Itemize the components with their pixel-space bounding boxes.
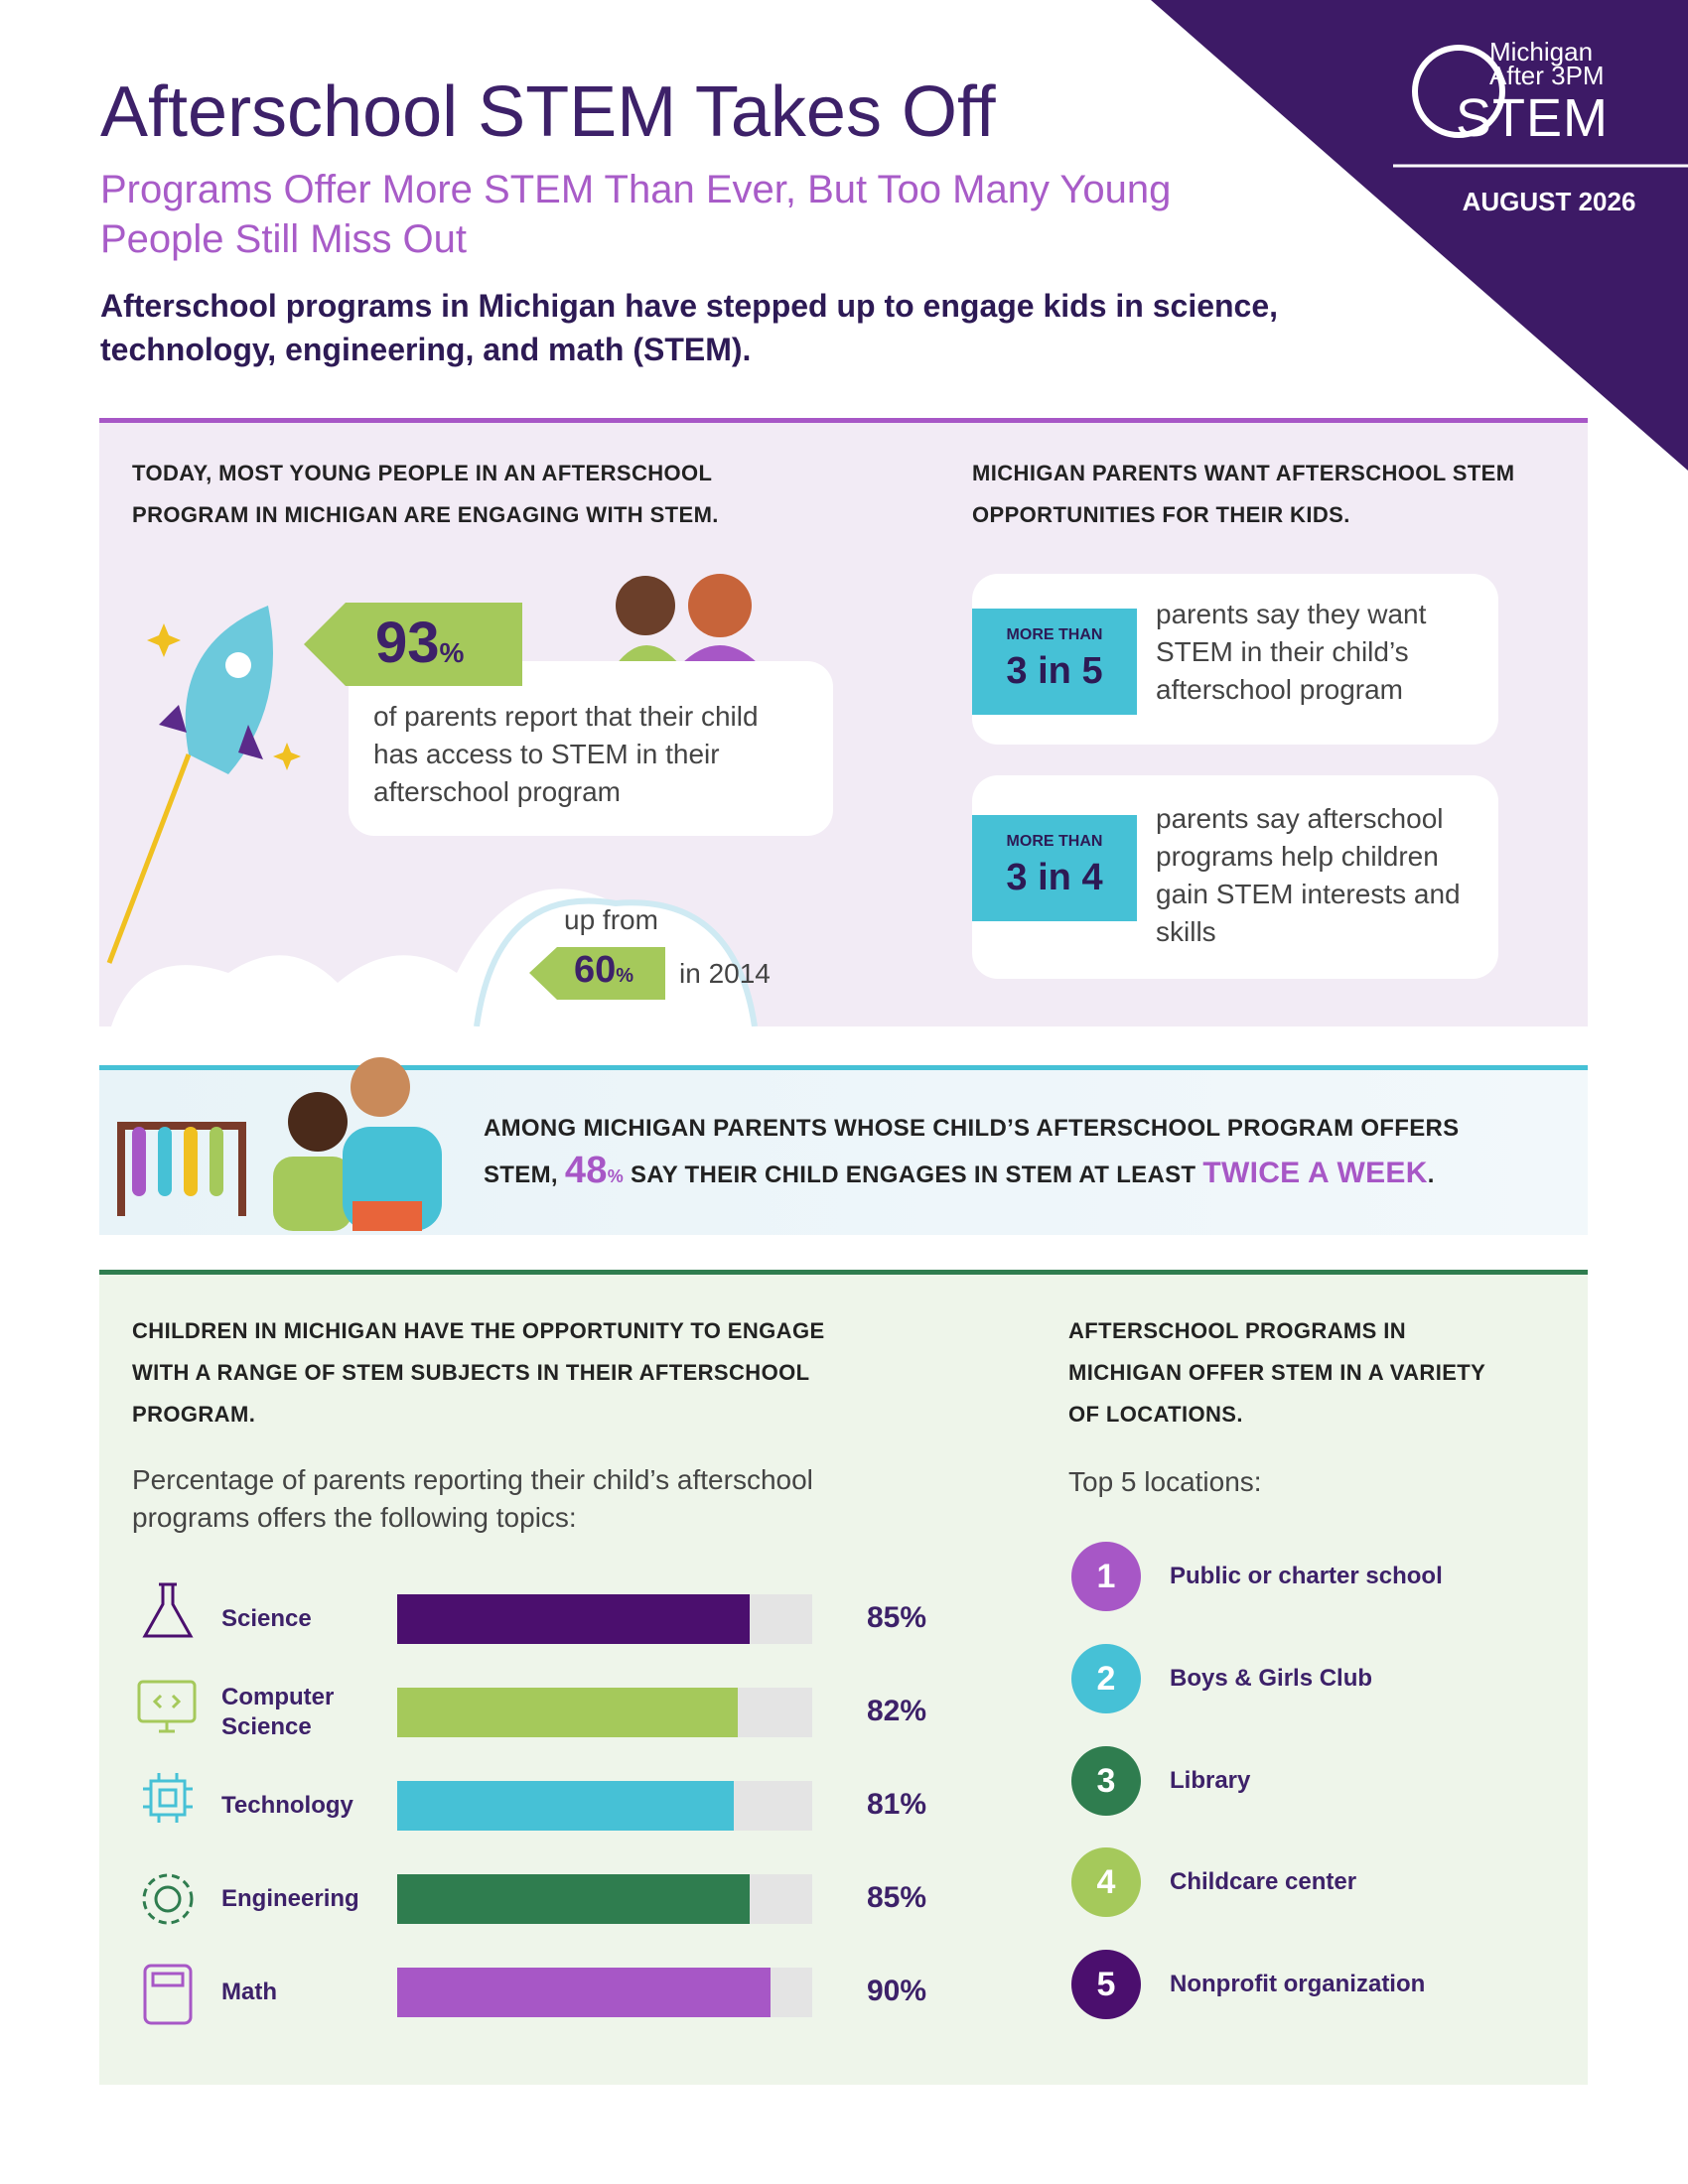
location-number: 2 bbox=[1071, 1643, 1141, 1713]
logo-line: Michigan bbox=[1489, 37, 1594, 67]
ratio-text: parents say they want STEM in their chil… bbox=[1156, 599, 1427, 705]
location-number: 3 bbox=[1071, 1745, 1141, 1816]
qualifier: MORE THAN bbox=[1006, 626, 1103, 643]
bar bbox=[397, 1594, 751, 1644]
section-heading: AFTERSCHOOL PROGRAMS IN MICHIGAN OFFER S… bbox=[1068, 1318, 1485, 1427]
stat: 93% bbox=[375, 610, 464, 676]
section-heading: CHILDREN IN MICHIGAN HAVE THE OPPORTUNIT… bbox=[132, 1318, 825, 1427]
value-label: 82% bbox=[866, 1695, 926, 1727]
subtitle: Programs Offer More STEM Than Ever, But … bbox=[100, 168, 1172, 261]
corner-banner bbox=[1151, 0, 1688, 471]
stat-number: 93 bbox=[375, 611, 440, 675]
banner-unit: % bbox=[607, 1166, 624, 1186]
banner-stat: 48 bbox=[564, 1150, 608, 1191]
subject-label: Computer Science bbox=[221, 1684, 335, 1740]
prior-prefix: up from bbox=[564, 904, 658, 935]
location-label: Library bbox=[1170, 1766, 1251, 1794]
banner-part: AMONG MICHIGAN PARENTS WHOSE CHILD’S AFT… bbox=[484, 1115, 1460, 1188]
intro: Afterschool programs in Michigan have st… bbox=[100, 288, 1279, 367]
logo-line: After 3PM bbox=[1489, 61, 1605, 90]
banner-illustration bbox=[117, 1057, 442, 1231]
value-label: 81% bbox=[866, 1788, 926, 1821]
date: AUGUST 2026 bbox=[1462, 187, 1636, 216]
ratio-box: MORE THAN 3 in 4 bbox=[972, 815, 1137, 921]
location-label: Boys & Girls Club bbox=[1170, 1664, 1373, 1692]
subjects-section bbox=[99, 1270, 1588, 2085]
tag-shape bbox=[304, 603, 522, 686]
stat-card bbox=[349, 661, 833, 836]
qualifier: MORE THAN bbox=[1006, 833, 1103, 850]
prior-suffix: in 2014 bbox=[679, 958, 771, 989]
value-label: 90% bbox=[866, 1975, 926, 2007]
banner-part: SAY THEIR CHILD ENGAGES IN STEM AT LEAST bbox=[630, 1161, 1196, 1188]
section-heading: MICHIGAN PARENTS WANT AFTERSCHOOL STEM O… bbox=[972, 461, 1515, 527]
prior-stat: 60% bbox=[574, 949, 633, 992]
ratio: 3 in 4 bbox=[1006, 857, 1103, 898]
ratio: 3 in 5 bbox=[1006, 650, 1103, 692]
logo-text: Michigan After 3PM bbox=[1489, 37, 1605, 90]
subject-icons bbox=[137, 1582, 197, 2025]
locations-intro: Top 5 locations: bbox=[1068, 1466, 1262, 1497]
location-number: 4 bbox=[1071, 1847, 1141, 1918]
location-label: Childcare center bbox=[1170, 1868, 1357, 1896]
stat-number: 60 bbox=[574, 949, 617, 991]
bar bbox=[397, 1688, 738, 1737]
value-label: 85% bbox=[866, 1601, 926, 1634]
stat-unit: % bbox=[439, 637, 465, 668]
ratio-box: MORE THAN 3 in 5 bbox=[972, 609, 1137, 715]
title: Afterschool STEM Takes Off bbox=[100, 72, 996, 152]
value-label: 85% bbox=[866, 1881, 926, 1914]
chart-description: Percentage of parents reporting their ch… bbox=[132, 1464, 813, 1533]
bar bbox=[397, 1781, 734, 1831]
subject-label: Engineering bbox=[221, 1885, 359, 1912]
location-number: 5 bbox=[1071, 1950, 1141, 2020]
bar bbox=[397, 1874, 751, 1924]
banner-text: AMONG MICHIGAN PARENTS WHOSE CHILD’S AFT… bbox=[484, 1108, 1536, 1197]
location-label: Nonprofit organization bbox=[1170, 1971, 1426, 1998]
banner-part: . bbox=[1427, 1161, 1435, 1188]
subject-label: Science bbox=[221, 1605, 312, 1632]
bar bbox=[397, 1968, 772, 2017]
subject-label: Math bbox=[221, 1979, 277, 2005]
section-heading: TODAY, MOST YOUNG PEOPLE IN AN AFTERSCHO… bbox=[132, 461, 719, 527]
ratio-text: parents say afterschool programs help ch… bbox=[1156, 803, 1461, 947]
logo-stem: STEM bbox=[1456, 88, 1610, 148]
tag-shape bbox=[529, 947, 665, 1000]
stat-unit: % bbox=[616, 965, 634, 987]
location-label: Public or charter school bbox=[1170, 1563, 1443, 1589]
location-number: 1 bbox=[1071, 1542, 1141, 1611]
stat-text: of parents report that their child has a… bbox=[373, 701, 759, 807]
banner-highlight: TWICE A WEEK bbox=[1202, 1157, 1428, 1189]
subject-label: Technology bbox=[221, 1792, 353, 1819]
